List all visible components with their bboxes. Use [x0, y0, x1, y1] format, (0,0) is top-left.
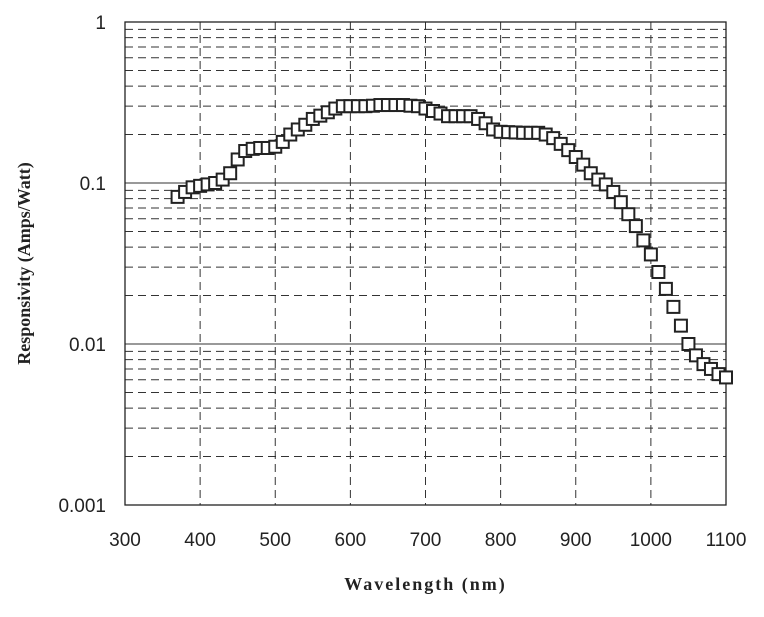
data-point: [719, 370, 733, 385]
x-tick-label: 1000: [630, 530, 672, 551]
y-tick-label: 1: [95, 13, 106, 34]
y-tick-label: 0.001: [58, 496, 106, 517]
x-tick-label: 400: [184, 530, 216, 551]
data-point: [621, 207, 636, 222]
y-tick-label: 0.1: [80, 174, 106, 195]
data-point: [681, 337, 696, 351]
x-tick-label: 900: [560, 530, 592, 551]
x-axis-title: Wavelength (nm): [344, 574, 507, 595]
data-series: [170, 98, 733, 385]
data-point: [636, 233, 651, 248]
data-point: [223, 166, 238, 181]
x-tick-label: 700: [410, 530, 442, 551]
data-point: [651, 265, 666, 280]
data-point: [606, 184, 621, 199]
data-point: [628, 219, 643, 234]
x-tick-labels: 300 400 500 600 700 800 900 1000 1100: [109, 530, 746, 551]
x-tick-label: 300: [109, 530, 141, 551]
y-tick-label: 0.01: [69, 335, 106, 356]
plot-frame: [124, 21, 727, 506]
x-tick-label: 500: [259, 530, 291, 551]
data-point: [613, 195, 628, 210]
grid: [125, 22, 726, 505]
x-tick-label: 800: [485, 530, 517, 551]
y-tick-labels: 0.001 0.01 0.1 1: [58, 13, 106, 517]
data-point: [643, 247, 658, 262]
data-point: [673, 318, 688, 333]
data-point: [658, 281, 673, 296]
data-point: [666, 299, 681, 314]
y-axis-title: Responsivity (Amps/Watt): [14, 162, 35, 365]
x-tick-label: 1100: [706, 530, 747, 551]
x-tick-label: 600: [335, 530, 367, 551]
